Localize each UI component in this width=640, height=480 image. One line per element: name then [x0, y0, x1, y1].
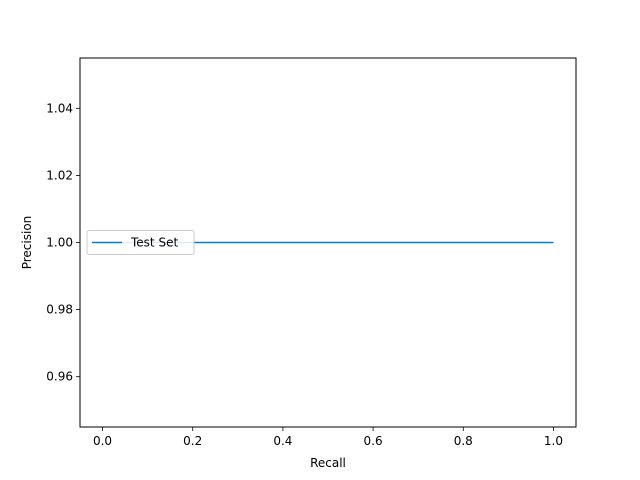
x-tick-label: 1.0 — [544, 434, 563, 448]
y-axis: 0.96 0.98 1.00 1.02 1.04 — [46, 101, 80, 384]
x-axis-label: Recall — [310, 456, 346, 470]
x-tick-label: 0.6 — [364, 434, 383, 448]
legend: Test Set — [86, 230, 195, 255]
x-tick-label: 0.8 — [454, 434, 473, 448]
x-tick-label: 0.0 — [93, 434, 112, 448]
y-tick-label: 0.98 — [46, 303, 73, 317]
x-axis: 0.0 0.2 0.4 0.6 0.8 1.0 — [93, 427, 563, 448]
legend-label: Test Set — [130, 236, 178, 250]
legend-box — [86, 230, 195, 255]
y-axis-label: Precision — [20, 216, 34, 270]
y-tick-label: 1.00 — [46, 236, 73, 250]
x-tick-label: 0.4 — [273, 434, 292, 448]
y-tick-label: 1.04 — [46, 101, 73, 115]
y-tick-label: 0.96 — [46, 370, 73, 384]
x-tick-label: 0.2 — [183, 434, 202, 448]
y-tick-label: 1.02 — [46, 168, 73, 182]
